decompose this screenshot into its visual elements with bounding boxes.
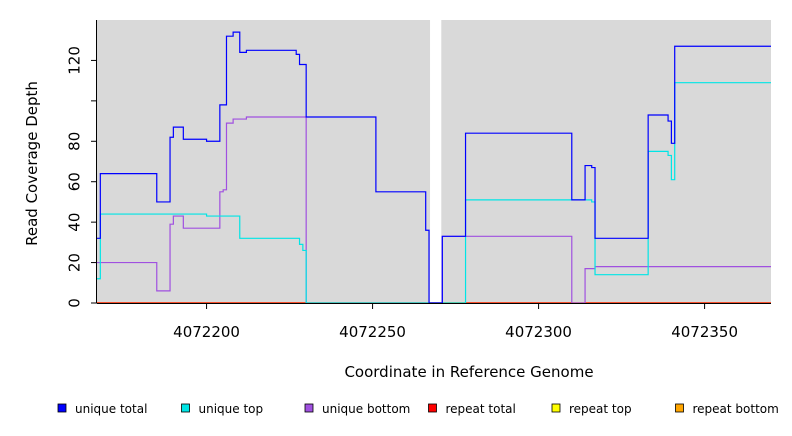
y-tick-label: 40 xyxy=(65,213,83,232)
series-line-unique-total xyxy=(97,31,771,304)
series-line-unique-top xyxy=(97,82,771,304)
legend-label: unique bottom xyxy=(322,402,410,416)
x-tick-label: 4072250 xyxy=(339,323,406,341)
x-tick-label: 4072200 xyxy=(173,323,240,341)
legend-swatch xyxy=(181,403,190,413)
legend-label: unique top xyxy=(199,402,264,416)
x-axis-ticks: 4072200 4072250 4072300 4072350 xyxy=(173,303,738,341)
uncovered-region xyxy=(430,20,442,303)
y-tick-label: 60 xyxy=(65,172,83,191)
legend-swatch xyxy=(675,403,684,413)
x-tick-label: 4072350 xyxy=(671,323,738,341)
legend-swatch xyxy=(304,403,314,413)
legend-label: repeat total xyxy=(446,402,516,416)
legend-swatch xyxy=(57,403,67,413)
uncovered-region-layer xyxy=(430,20,442,303)
x-axis-title: Coordinate in Reference Genome xyxy=(344,363,593,381)
x-tick-label: 4072300 xyxy=(505,323,572,341)
y-tick-label: 120 xyxy=(65,46,83,75)
y-tick-label: 0 xyxy=(65,298,83,308)
legend: unique total unique top unique bottom repea… xyxy=(57,402,779,416)
y-tick-label: 80 xyxy=(65,132,83,151)
legend-label: repeat top xyxy=(569,402,632,416)
y-axis-ticks: 0 20 40 60 80 120 xyxy=(65,46,97,308)
y-tick-label: 20 xyxy=(65,253,83,272)
y-axis-title: Read Coverage Depth xyxy=(23,81,41,246)
legend-swatch xyxy=(551,403,561,413)
legend-label: unique total xyxy=(75,402,147,416)
legend-label: repeat bottom xyxy=(693,402,779,416)
legend-swatch xyxy=(428,403,437,413)
